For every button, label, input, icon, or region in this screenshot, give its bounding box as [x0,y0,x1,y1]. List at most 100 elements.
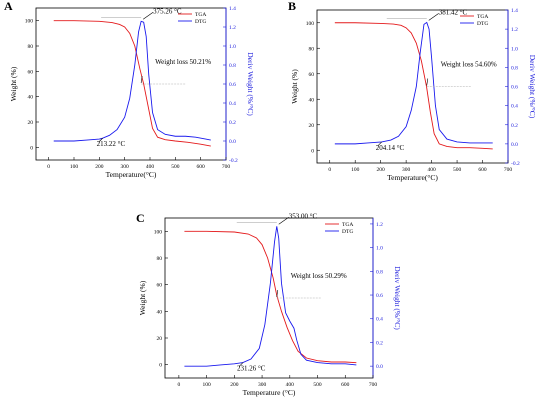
y2-tick-label: 0.0 [229,139,236,145]
onset-arrow [98,137,103,143]
y-tick-label: 40 [157,309,163,315]
y-tick-label: 60 [28,69,34,75]
weight-loss-arrow [140,75,143,84]
weight-loss-label: Weight loss 50.29% [291,272,347,280]
peak-temperature-label: 353.00 °C [289,212,318,220]
x-tick-label: 700 [504,167,513,173]
y2-tick-label: 1.2 [229,25,236,31]
y2-tick-label: 0.4 [229,101,236,107]
x-tick-label: 0 [47,164,50,170]
tga-line [184,230,357,364]
y2-tick-label: 1.2 [376,222,383,228]
chart-panel-b: B 0 100 200 300 400 500 600 700 0 20 40 60 80 100 -0.2 0… [288,0,537,182]
x-tick-label: 500 [453,167,462,173]
x-tick-label: 600 [478,167,487,173]
weight-loss-arrow [276,289,279,298]
y-tick-label: 20 [309,123,315,129]
panel-label: B [288,0,296,13]
legend-label-tga: TGA [342,222,353,228]
y-axis-title: Weight (%) [9,66,18,101]
dtg-line [53,20,211,142]
y2-tick-label: -0.2 [229,158,238,164]
y-tick-label: 40 [309,97,315,103]
y2-axis-title: Deriv Weight (%/°C) [393,266,402,330]
x-tick-label: 200 [95,164,104,170]
x-tick-label: 300 [402,167,411,173]
peak-temperature-label: 381.42 °C [439,8,468,16]
x-tick-label: 0 [328,167,331,173]
tga-line [53,20,211,147]
legend-label-dtg: DTG [477,21,488,27]
y2-tick-label: 0.0 [376,364,383,370]
onset-temperature-label: 204.14 °C [376,144,405,152]
legend-label-tga: TGA [195,12,206,18]
y-axis-title: Weight (%) [138,280,147,315]
y2-tick-label: 1.0 [229,44,236,50]
legend-label-dtg: DTG [195,19,206,25]
chart-panel-c: C 0 100 200 300 400 500 600 700 0 20 40 60 80 100 0.0 0.… [136,211,402,397]
x-tick-label: 600 [197,164,206,170]
y2-axis-title: Deriv Weight (%/°C) [528,55,537,119]
x-tick-label: 100 [202,382,211,388]
y2-tick-label: 1.4 [511,8,518,14]
x-tick-label: 700 [369,382,378,388]
x-tick-label: 500 [313,382,322,388]
x-axis-title: Temperature(°C) [106,170,157,179]
peak-arrow [142,12,154,20]
y2-tick-label: 0.6 [511,85,518,91]
y2-tick-label: 0.8 [376,269,383,275]
y2-tick-label: 0.4 [376,317,383,323]
y2-tick-label: 1.0 [376,246,383,252]
y2-tick-label: 1.0 [511,46,518,52]
y-tick-label: 40 [28,95,34,101]
y-tick-label: 80 [28,44,34,50]
x-tick-label: 400 [286,382,295,388]
x-axis-title: Temperature (°C) [243,388,296,397]
y-tick-label: 20 [28,120,34,126]
x-tick-label: 200 [230,382,239,388]
x-tick-label: 400 [427,167,436,173]
x-tick-label: 200 [377,167,386,173]
x-tick-label: 600 [341,382,350,388]
y-tick-label: 100 [306,21,315,27]
y2-tick-label: 0.6 [376,293,383,299]
x-tick-label: 300 [121,164,130,170]
panel-label: A [4,0,13,13]
x-tick-label: 400 [146,164,155,170]
onset-temperature-label: 213.22 °C [97,140,126,148]
dtg-line [184,226,357,367]
chart-panel-a: A 0 100 200 300 400 500 600 700 0 20 40 60 80 100 -0.2 0… [4,0,255,179]
y-tick-label: 20 [157,336,163,342]
y-tick-label: 100 [154,229,163,235]
y2-tick-label: 0.4 [511,104,518,110]
peak-arrow [278,217,289,225]
x-axis-title: Temperature(°C) [387,173,438,182]
legend-label-tga: TGA [477,14,488,20]
y2-tick-label: -0.2 [511,161,520,167]
x-tick-label: 300 [258,382,267,388]
y-tick-label: 80 [157,256,163,262]
y-tick-label: 100 [25,19,34,25]
y2-tick-label: 0.2 [229,120,236,126]
legend-label-dtg: DTG [342,229,353,235]
plot-frame [316,9,509,164]
weight-loss-label: Weight loss 50.21% [155,58,211,66]
y-tick-label: 60 [157,283,163,289]
x-tick-label: 0 [177,382,180,388]
x-tick-label: 100 [70,164,79,170]
y-tick-label: 0 [159,363,162,369]
y2-tick-label: 1.2 [511,27,518,33]
onset-arrow [377,141,382,147]
y-tick-label: 0 [30,145,33,151]
y2-axis-title: Deriv Weight (%/°C) [246,52,255,116]
x-tick-label: 700 [222,164,231,170]
y-axis-title: Weight (%) [290,69,299,104]
y2-tick-label: 0.8 [229,63,236,69]
onset-arrow [238,362,244,367]
onset-temperature-label: 231.26 °C [237,365,266,373]
y2-tick-label: 1.4 [229,6,236,12]
peak-temperature-label: 375.26 °C [153,7,182,15]
y2-tick-label: 0.0 [511,142,518,148]
x-tick-label: 500 [171,164,180,170]
